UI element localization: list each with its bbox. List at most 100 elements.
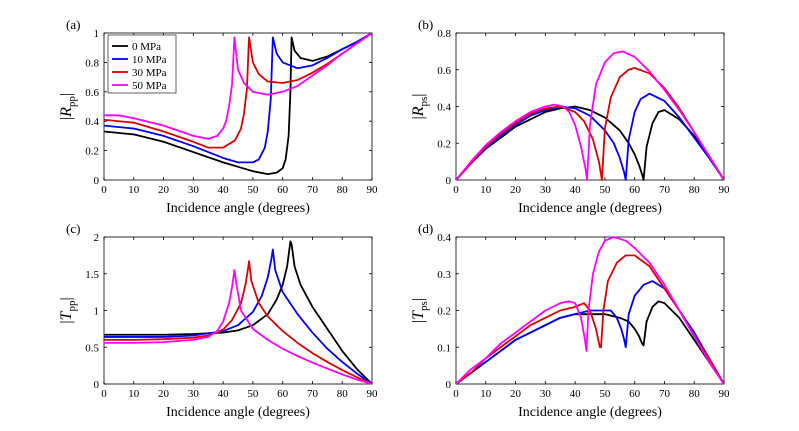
y-axis-title: |Rps| (410, 94, 430, 120)
legend-label: 50 MPa (132, 80, 167, 92)
series-line-30-mpa (456, 254, 724, 385)
x-tick-label: 10 (128, 184, 140, 196)
panel-a: 0 10 20 30 40 50 60 70 80 90 0 0.2 0.4 0.6 0.8 1 Inciden… (58, 17, 378, 216)
series-line-0-mpa (104, 240, 372, 385)
x-tick-label: 30 (540, 388, 552, 400)
x-tick-label: 0 (453, 388, 459, 400)
x-tick-label: 50 (599, 184, 611, 196)
x-tick-label: 60 (277, 184, 289, 196)
x-tick-label: 20 (158, 184, 170, 196)
x-tick-label: 70 (307, 184, 319, 196)
series-line-0-mpa (456, 300, 724, 385)
y-tick-label: 0.2 (85, 146, 99, 158)
legend-label: 30 MPa (132, 67, 167, 79)
x-tick-label: 10 (480, 184, 492, 196)
axes-frame (103, 32, 373, 181)
y-tick-label: 1 (94, 28, 100, 40)
x-tick-label: 50 (247, 184, 259, 196)
x-tick-label: 40 (570, 184, 582, 196)
panel-label: (c) (66, 221, 80, 236)
axes-frame (455, 32, 725, 181)
panel-b: 0 10 20 30 40 50 60 70 80 90 0 0.2 0.4 0.6 0.8 Incidenc… (410, 17, 730, 216)
legend-label: 0 MPa (132, 41, 161, 53)
x-tick-label: 70 (659, 184, 671, 196)
y-tick-label: 0.4 (437, 232, 451, 244)
panel-c: 0 10 20 30 40 50 60 70 80 90 0 0.5 1 1.5 2 Incidence an… (58, 221, 378, 420)
series-line-30-mpa (104, 32, 372, 149)
panel-label: (b) (418, 17, 433, 32)
x-axis-title: Incidence angle (degrees) (166, 405, 310, 420)
y-tick-label: 0.4 (437, 102, 451, 114)
x-tick-label: 0 (453, 184, 459, 196)
y-axis-title: |Tpp| (58, 297, 78, 323)
x-tick-label: 90 (719, 184, 731, 196)
x-tick-label: 50 (599, 388, 611, 400)
panel-d: 0 10 20 30 40 50 60 70 80 90 0 0.1 0.2 0.3 0.4 Incidenc… (410, 221, 730, 420)
y-axis-title: |Tps| (410, 298, 430, 323)
series-line-50-mpa (456, 236, 724, 385)
x-tick-label: 60 (629, 184, 641, 196)
y-tick-label: 0 (446, 175, 452, 187)
series-line-50-mpa (104, 269, 372, 385)
x-tick-label: 20 (158, 388, 170, 400)
x-tick-label: 60 (277, 388, 289, 400)
x-tick-label: 40 (570, 388, 582, 400)
y-tick-label: 0.2 (437, 138, 451, 150)
series-line-50-mpa (104, 32, 372, 140)
x-tick-label: 90 (367, 184, 379, 196)
x-tick-label: 20 (510, 388, 522, 400)
x-tick-label: 10 (128, 388, 140, 400)
series-line-0-mpa (104, 32, 372, 176)
x-tick-label: 40 (218, 388, 230, 400)
panel-label: (a) (66, 17, 80, 32)
y-tick-label: 2 (94, 232, 100, 244)
x-axis-title: Incidence angle (degrees) (518, 405, 662, 420)
legend-label: 10 MPa (132, 54, 167, 66)
x-axis-title: Incidence angle (degrees) (518, 201, 662, 216)
y-tick-label: 0.4 (85, 116, 99, 128)
x-tick-label: 90 (367, 388, 379, 400)
y-axis-title: |Rpp| (58, 93, 78, 120)
x-tick-label: 50 (247, 388, 259, 400)
x-tick-label: 80 (689, 184, 701, 196)
x-tick-label: 10 (480, 388, 492, 400)
series-line-50-mpa (456, 50, 724, 181)
x-tick-label: 20 (510, 184, 522, 196)
x-tick-label: 80 (337, 388, 349, 400)
y-tick-label: 0 (94, 379, 100, 391)
x-tick-label: 80 (337, 184, 349, 196)
y-tick-label: 0.2 (437, 306, 451, 318)
y-tick-label: 0.8 (437, 28, 451, 40)
y-tick-label: 0.5 (85, 342, 99, 354)
legend-box (107, 34, 177, 94)
y-tick-label: 0 (94, 175, 100, 187)
x-tick-label: 70 (307, 388, 319, 400)
series-line-30-mpa (456, 67, 724, 181)
x-tick-label: 30 (540, 184, 552, 196)
y-tick-label: 0.1 (437, 342, 451, 354)
x-tick-label: 80 (689, 388, 701, 400)
x-tick-label: 0 (101, 184, 107, 196)
y-tick-label: 1.5 (85, 269, 99, 281)
y-tick-label: 0.6 (85, 87, 99, 99)
x-tick-label: 70 (659, 388, 671, 400)
panel-label: (d) (418, 221, 433, 236)
series-line-10-mpa (104, 32, 372, 164)
x-axis-title: Incidence angle (degrees) (166, 201, 310, 216)
y-tick-label: 0 (446, 379, 452, 391)
y-tick-label: 0.8 (85, 57, 99, 69)
x-tick-label: 60 (629, 388, 641, 400)
x-tick-label: 90 (719, 388, 731, 400)
series-line-30-mpa (104, 260, 372, 385)
x-tick-label: 0 (101, 388, 107, 400)
y-tick-label: 0.6 (437, 65, 451, 77)
series-line-10-mpa (456, 92, 724, 181)
y-tick-label: 1 (94, 306, 100, 318)
x-tick-label: 30 (188, 388, 200, 400)
x-tick-label: 40 (218, 184, 230, 196)
series-line-10-mpa (104, 248, 372, 385)
x-tick-label: 30 (188, 184, 200, 196)
y-tick-label: 0.3 (437, 269, 451, 281)
